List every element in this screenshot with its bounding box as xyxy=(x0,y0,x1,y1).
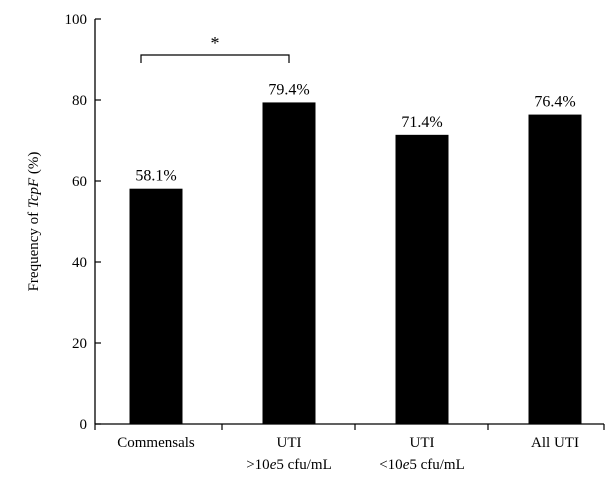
bar xyxy=(395,134,449,424)
x-tick-label: UTI xyxy=(277,435,302,451)
bar xyxy=(262,102,316,425)
y-tick-label: 80 xyxy=(72,93,87,109)
bars xyxy=(129,102,582,425)
bar-data-label: 71.4% xyxy=(401,114,442,131)
bar-data-label: 79.4% xyxy=(268,81,309,98)
data-labels: 58.1% 79.4% 71.4% 76.4% xyxy=(135,81,575,184)
y-tick-label: 60 xyxy=(72,174,87,190)
significance-line xyxy=(140,54,290,63)
significance-bracket: * xyxy=(140,33,290,63)
bar xyxy=(528,114,582,424)
x-tick-labels: Commensals UTI >10e5 cfu/mL UTI <10e5 cfu/mL… xyxy=(117,435,579,473)
x-tick-label: Commensals xyxy=(117,435,195,451)
x-tick-label: <10e5 cfu/mL xyxy=(379,457,465,473)
y-tick-label: 20 xyxy=(72,336,87,352)
bar-data-label: 58.1% xyxy=(135,168,176,185)
bar-data-label: 76.4% xyxy=(534,94,575,111)
bar xyxy=(129,188,183,424)
y-tick-label: 40 xyxy=(72,255,87,271)
y-ticks: 0 20 40 60 80 100 xyxy=(65,12,101,433)
significance-label: * xyxy=(211,33,220,53)
y-tick-label: 0 xyxy=(80,417,88,433)
x-tick-label: All UTI xyxy=(531,435,579,451)
y-tick-label: 100 xyxy=(65,12,88,28)
x-tick-label: >10e5 cfu/mL xyxy=(246,457,332,473)
y-axis-label: Frequency of TcpF (%) xyxy=(26,152,42,292)
x-tick-label: UTI xyxy=(410,435,435,451)
